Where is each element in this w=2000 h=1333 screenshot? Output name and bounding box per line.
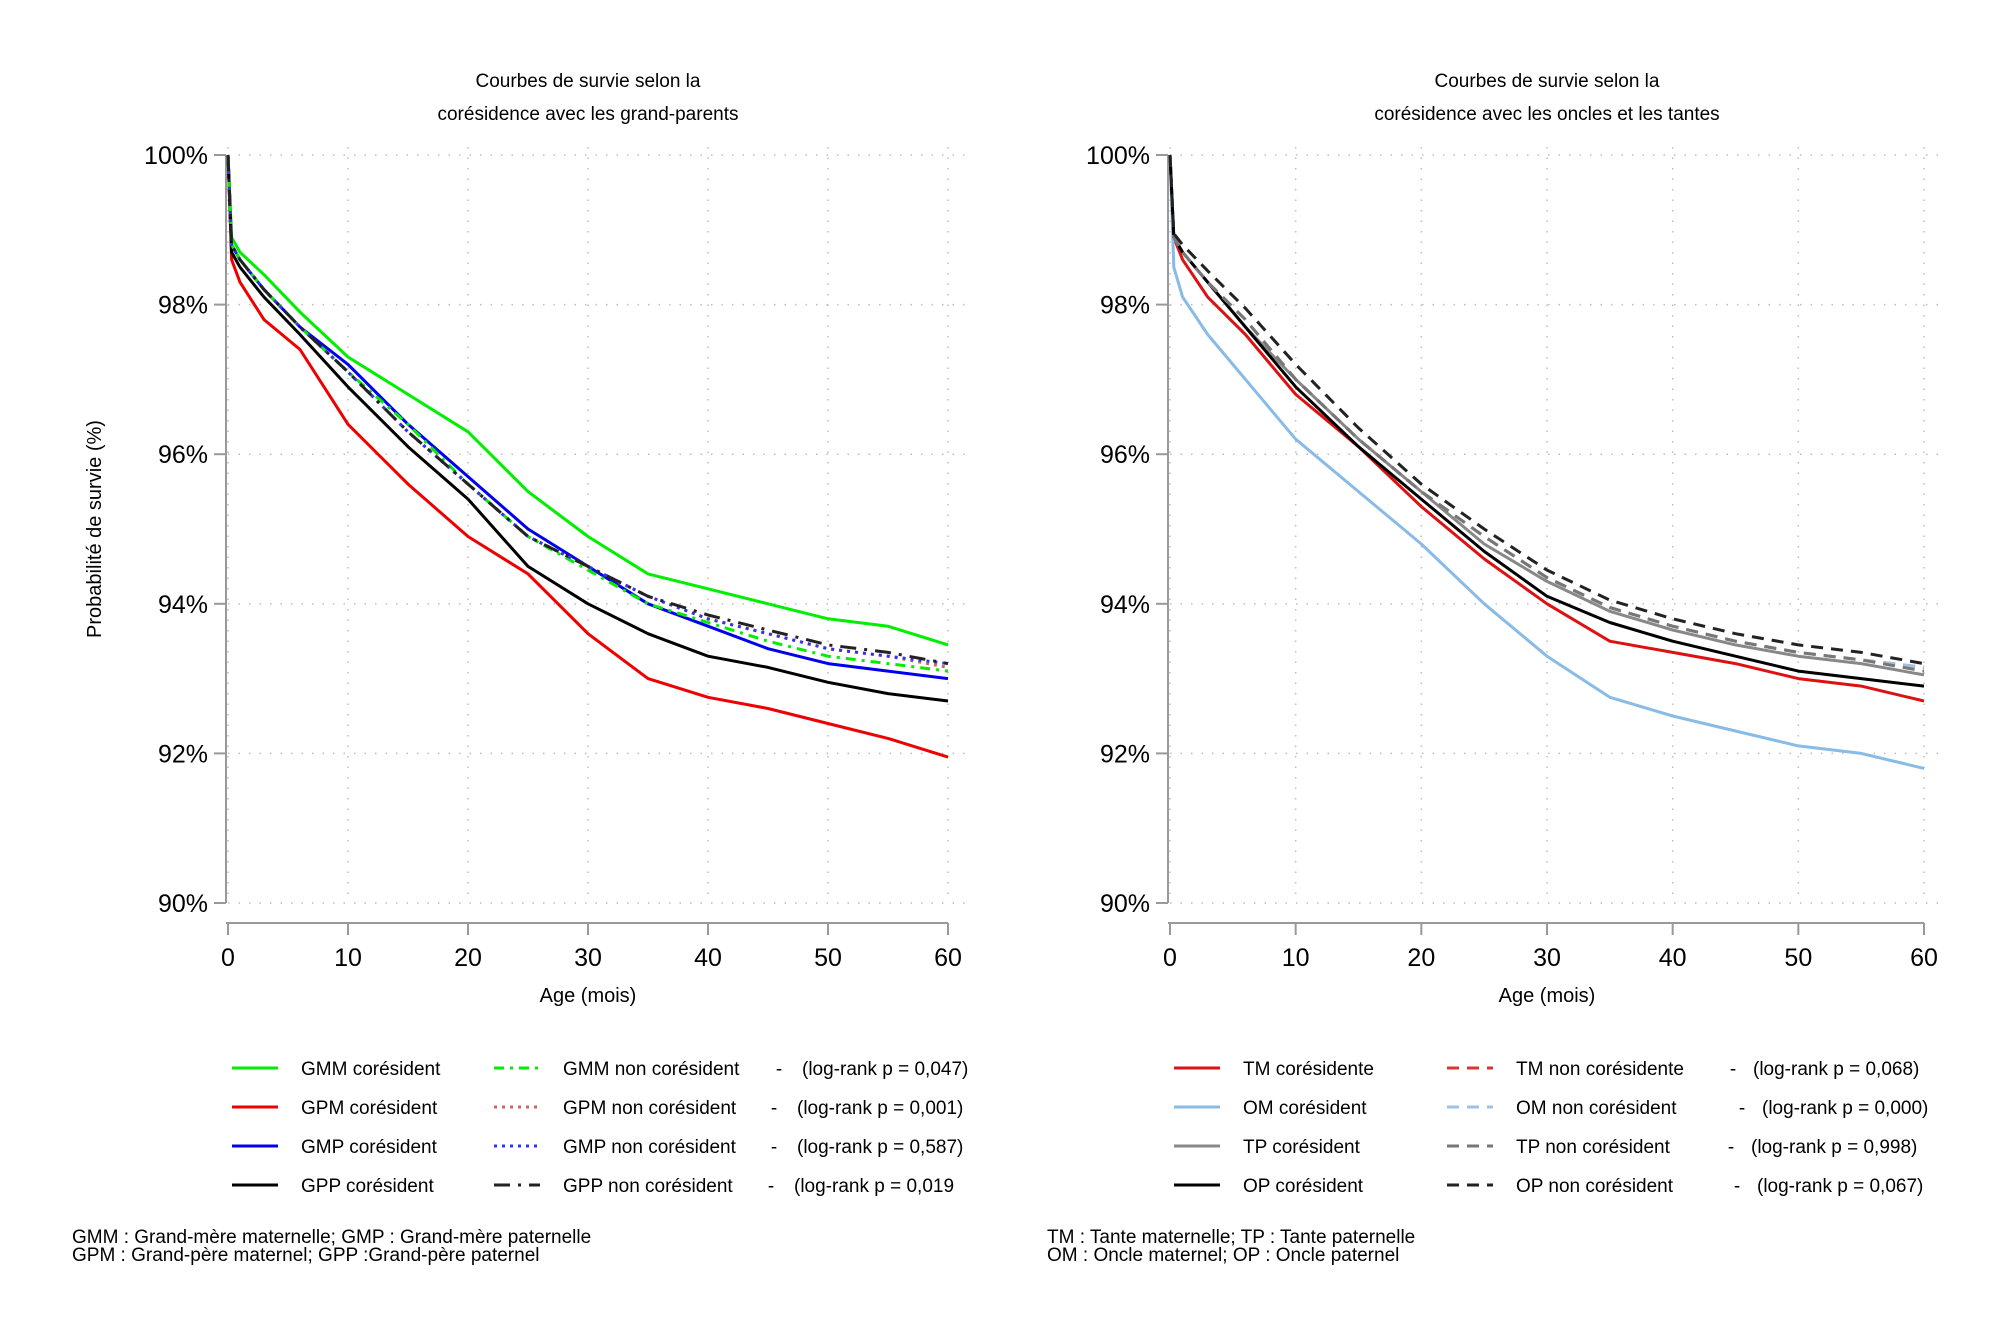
right-legend-label-2: OM corésident (1243, 1098, 1367, 1119)
right-legend-separator-3: - (1728, 1137, 1734, 1158)
right-log-rank-label-4: (log-rank p = 0,067) (1757, 1176, 1923, 1197)
left-log-rank-label-1: (log-rank p = 0,047) (802, 1059, 968, 1080)
left-x-tick-label: 50 (814, 944, 842, 972)
right-legend-separator-4: - (1734, 1176, 1740, 1197)
right-log-rank-label-2: (log-rank p = 0,000) (1762, 1098, 1928, 1119)
left-legend-label-1: GMM corésident (301, 1059, 441, 1080)
right-legend-label-1: TM corésidente (1243, 1059, 1374, 1080)
right-x-axis-label: Age (mois) (1499, 985, 1596, 1007)
left-log-rank-label-4: (log-rank p = 0,019 (794, 1176, 954, 1197)
right-x-tick-label: 10 (1282, 944, 1310, 972)
right-series-line-7 (1168, 154, 1925, 673)
left-series-line-2 (226, 154, 949, 759)
right-series-line-1 (1168, 154, 1925, 703)
left-y-tick-label: 100% (144, 142, 208, 170)
left-chart-title-line-2: corésidence avec les grand-parents (437, 104, 738, 125)
left-legend-label-5: GMM non corésident (563, 1059, 740, 1080)
right-legend-label-6: OM non corésident (1516, 1098, 1677, 1119)
left-series-line-3 (226, 154, 949, 681)
right-abbrev-note-line-1: TM : Tante maternelle; TP : Tante patern… (1047, 1227, 1416, 1248)
left-x-tick-label: 30 (574, 944, 602, 972)
left-legend-label-6: GPM non corésident (563, 1098, 737, 1119)
left-y-axis-label: Probabilité de survie (%) (84, 420, 106, 638)
right-x-tick-label: 60 (1910, 944, 1938, 972)
left-x-tick-label: 20 (454, 944, 482, 972)
right-y-tick-label: 94% (1100, 591, 1150, 619)
right-x-tick-label: 0 (1163, 944, 1177, 972)
left-y-tick-label: 94% (158, 591, 208, 619)
left-legend-separator-4: - (768, 1176, 774, 1197)
right-legend-label-3: TP corésident (1243, 1137, 1361, 1158)
right-log-rank-label-3: (log-rank p = 0,998) (1751, 1137, 1917, 1158)
right-y-tick-label: 90% (1100, 890, 1150, 918)
left-y-tick-label: 98% (158, 292, 208, 320)
left-abbrev-note-line-2: GPM : Grand-père maternel; GPP :Grand-pè… (72, 1245, 540, 1266)
left-legend-label-2: GPM corésident (301, 1098, 438, 1119)
left-y-tick-label: 90% (158, 890, 208, 918)
left-series-line-8 (226, 154, 949, 666)
right-legend-label-8: OP non corésident (1516, 1176, 1674, 1197)
right-legend-label-4: OP corésident (1243, 1176, 1364, 1197)
right-log-rank-label-1: (log-rank p = 0,068) (1753, 1059, 1919, 1080)
left-legend-label-7: GMP non corésident (563, 1137, 737, 1158)
left-legend-label-3: GMP corésident (301, 1137, 438, 1158)
left-legend-separator-3: - (771, 1137, 777, 1158)
right-abbrev-note-line-2: OM : Oncle maternel; OP : Oncle paternel (1047, 1245, 1400, 1266)
right-series-line-2 (1168, 154, 1925, 770)
right-x-tick-label: 50 (1784, 944, 1812, 972)
left-x-tick-label: 10 (334, 944, 362, 972)
left-x-tick-label: 0 (221, 944, 235, 972)
right-x-tick-label: 30 (1533, 944, 1561, 972)
left-legend-separator-2: - (771, 1098, 777, 1119)
right-x-tick-label: 20 (1407, 944, 1435, 972)
right-legend-label-5: TM non corésidente (1516, 1059, 1684, 1080)
right-legend-separator-2: - (1739, 1098, 1745, 1119)
left-y-tick-label: 96% (158, 441, 208, 469)
left-series-line-4 (226, 154, 949, 703)
right-series-line-8 (1168, 154, 1925, 666)
right-y-tick-label: 98% (1100, 292, 1150, 320)
left-abbrev-note-line-1: GMM : Grand-mère maternelle; GMP : Grand… (72, 1227, 592, 1248)
right-legend-separator-1: - (1730, 1059, 1736, 1080)
right-legend-label-7: TP non corésident (1516, 1137, 1671, 1158)
left-legend-separator-1: - (776, 1059, 782, 1080)
left-x-axis-label: Age (mois) (540, 985, 637, 1007)
right-y-tick-label: 100% (1086, 142, 1150, 170)
left-log-rank-label-2: (log-rank p = 0,001) (797, 1098, 963, 1119)
left-legend-label-8: GPP non corésident (563, 1176, 733, 1197)
right-chart-title-line-2: corésidence avec les oncles et les tante… (1374, 104, 1719, 125)
left-chart-title-line-1: Courbes de survie selon la (476, 71, 701, 92)
left-series-line-1 (226, 154, 949, 647)
left-y-tick-label: 92% (158, 740, 208, 768)
left-legend-label-4: GPP corésident (301, 1176, 434, 1197)
right-x-tick-label: 40 (1659, 944, 1687, 972)
right-chart-title-line-1: Courbes de survie selon la (1435, 71, 1660, 92)
right-series-line-4 (1168, 154, 1925, 688)
right-y-tick-label: 96% (1100, 441, 1150, 469)
left-x-tick-label: 60 (934, 944, 962, 972)
right-y-tick-label: 92% (1100, 740, 1150, 768)
left-x-tick-label: 40 (694, 944, 722, 972)
left-log-rank-label-3: (log-rank p = 0,587) (797, 1137, 963, 1158)
